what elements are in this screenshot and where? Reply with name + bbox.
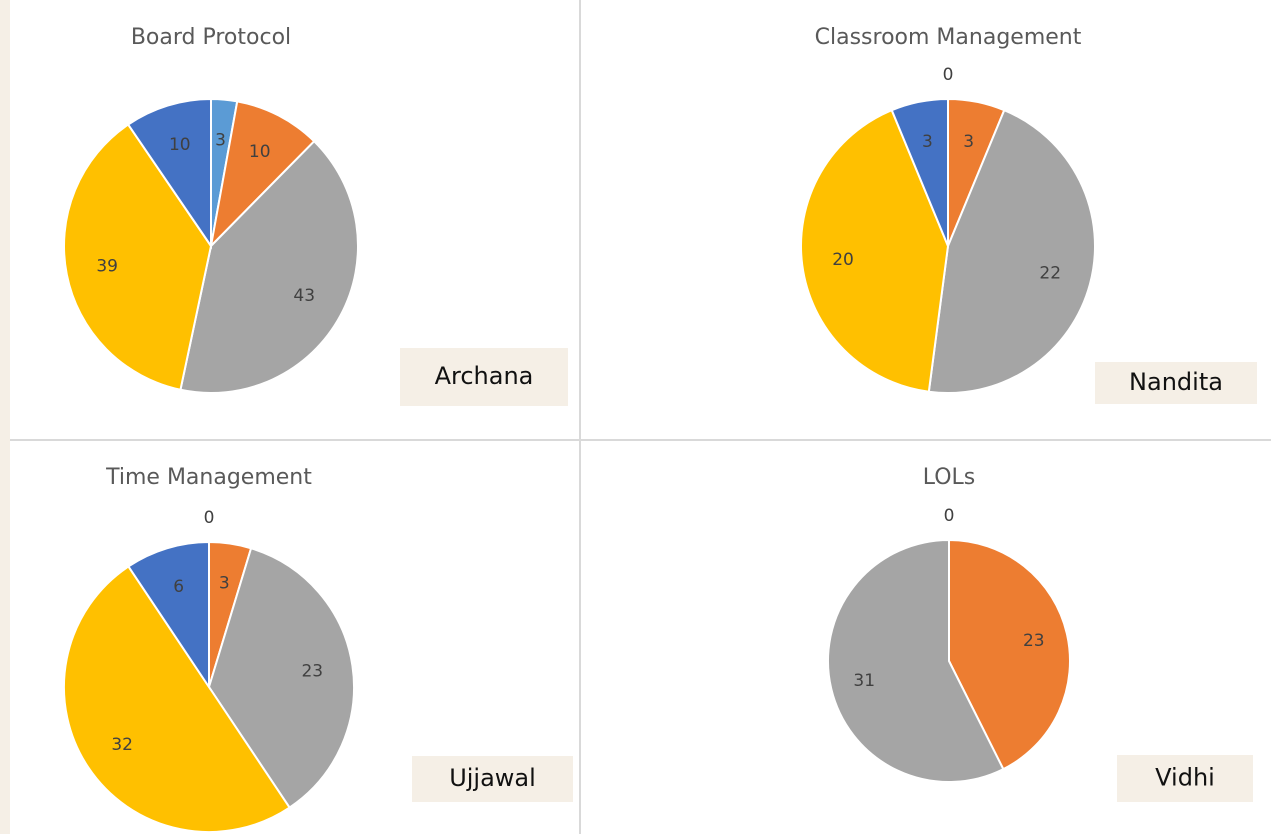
pie-slice <box>63 565 291 833</box>
data-label: 39 <box>96 256 118 276</box>
pie-slice <box>63 123 213 391</box>
data-label: 43 <box>293 286 315 306</box>
pie-slice <box>890 97 949 247</box>
data-label: 23 <box>301 662 323 682</box>
data-label: 10 <box>249 142 271 162</box>
pie-slice <box>209 100 316 250</box>
data-label: 20 <box>832 250 854 270</box>
name-box <box>1117 755 1253 802</box>
name-box <box>412 756 573 802</box>
pie-slice <box>127 540 210 691</box>
data-label: 3 <box>922 132 933 152</box>
pie-slice <box>927 108 1096 394</box>
name-box <box>1095 362 1257 404</box>
data-label: 31 <box>853 671 875 691</box>
data-label: 10 <box>169 135 191 155</box>
data-label: 23 <box>1023 631 1045 651</box>
pie-slice <box>126 97 212 250</box>
data-label: 0 <box>943 65 954 85</box>
data-label: 6 <box>173 577 184 597</box>
data-label: 3 <box>215 131 226 151</box>
data-label: 3 <box>219 574 230 594</box>
name-label: Nandita <box>1129 368 1223 396</box>
data-label: 22 <box>1039 263 1061 283</box>
name-label: Ujjawal <box>449 764 536 792</box>
name-label: Archana <box>435 362 534 390</box>
pie-slice <box>948 538 1071 771</box>
pie-slice <box>800 108 950 393</box>
pie-slice <box>179 139 359 394</box>
chart-title: Classroom Management <box>815 25 1082 50</box>
chart-title: LOLs <box>923 465 976 490</box>
chart-title: Board Protocol <box>131 25 291 50</box>
data-label: 32 <box>111 735 133 755</box>
pie-slice <box>207 546 355 809</box>
name-label: Vidhi <box>1155 764 1215 792</box>
data-label: 0 <box>204 508 215 528</box>
chart-title: Time Management <box>105 465 312 490</box>
data-label: 0 <box>944 506 955 526</box>
data-label: 3 <box>963 132 974 152</box>
name-box <box>400 348 568 406</box>
pie-slice <box>826 538 1005 783</box>
